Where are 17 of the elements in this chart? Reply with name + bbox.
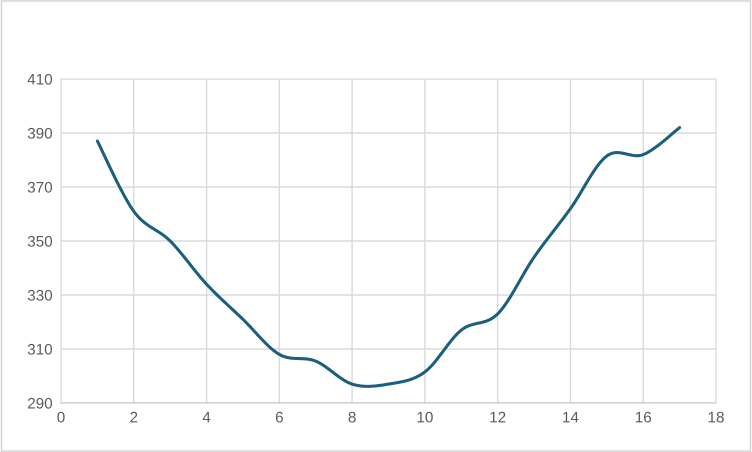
x-tick-label: 4 xyxy=(202,412,210,422)
y-tick-label: 290 xyxy=(28,398,52,409)
y-tick-label: 330 xyxy=(28,290,52,301)
y-tick-label: 370 xyxy=(28,182,52,193)
x-tick-label: 18 xyxy=(708,412,724,423)
x-tick-label: 10 xyxy=(418,412,433,423)
x-tick-label: 16 xyxy=(636,412,652,423)
y-tick-label: 410 xyxy=(28,74,52,85)
y-tick-label: 350 xyxy=(28,236,52,247)
x-tick-label: 2 xyxy=(130,412,138,422)
y-tick-label: 390 xyxy=(28,128,52,139)
y-tick-label: 310 xyxy=(28,344,52,355)
x-tick-label: 14 xyxy=(563,412,578,422)
x-tick-label: 12 xyxy=(490,412,506,422)
x-tick-label: 6 xyxy=(276,412,283,423)
x-tick-label: 0 xyxy=(57,412,65,423)
x-tick-label: 8 xyxy=(348,412,356,423)
